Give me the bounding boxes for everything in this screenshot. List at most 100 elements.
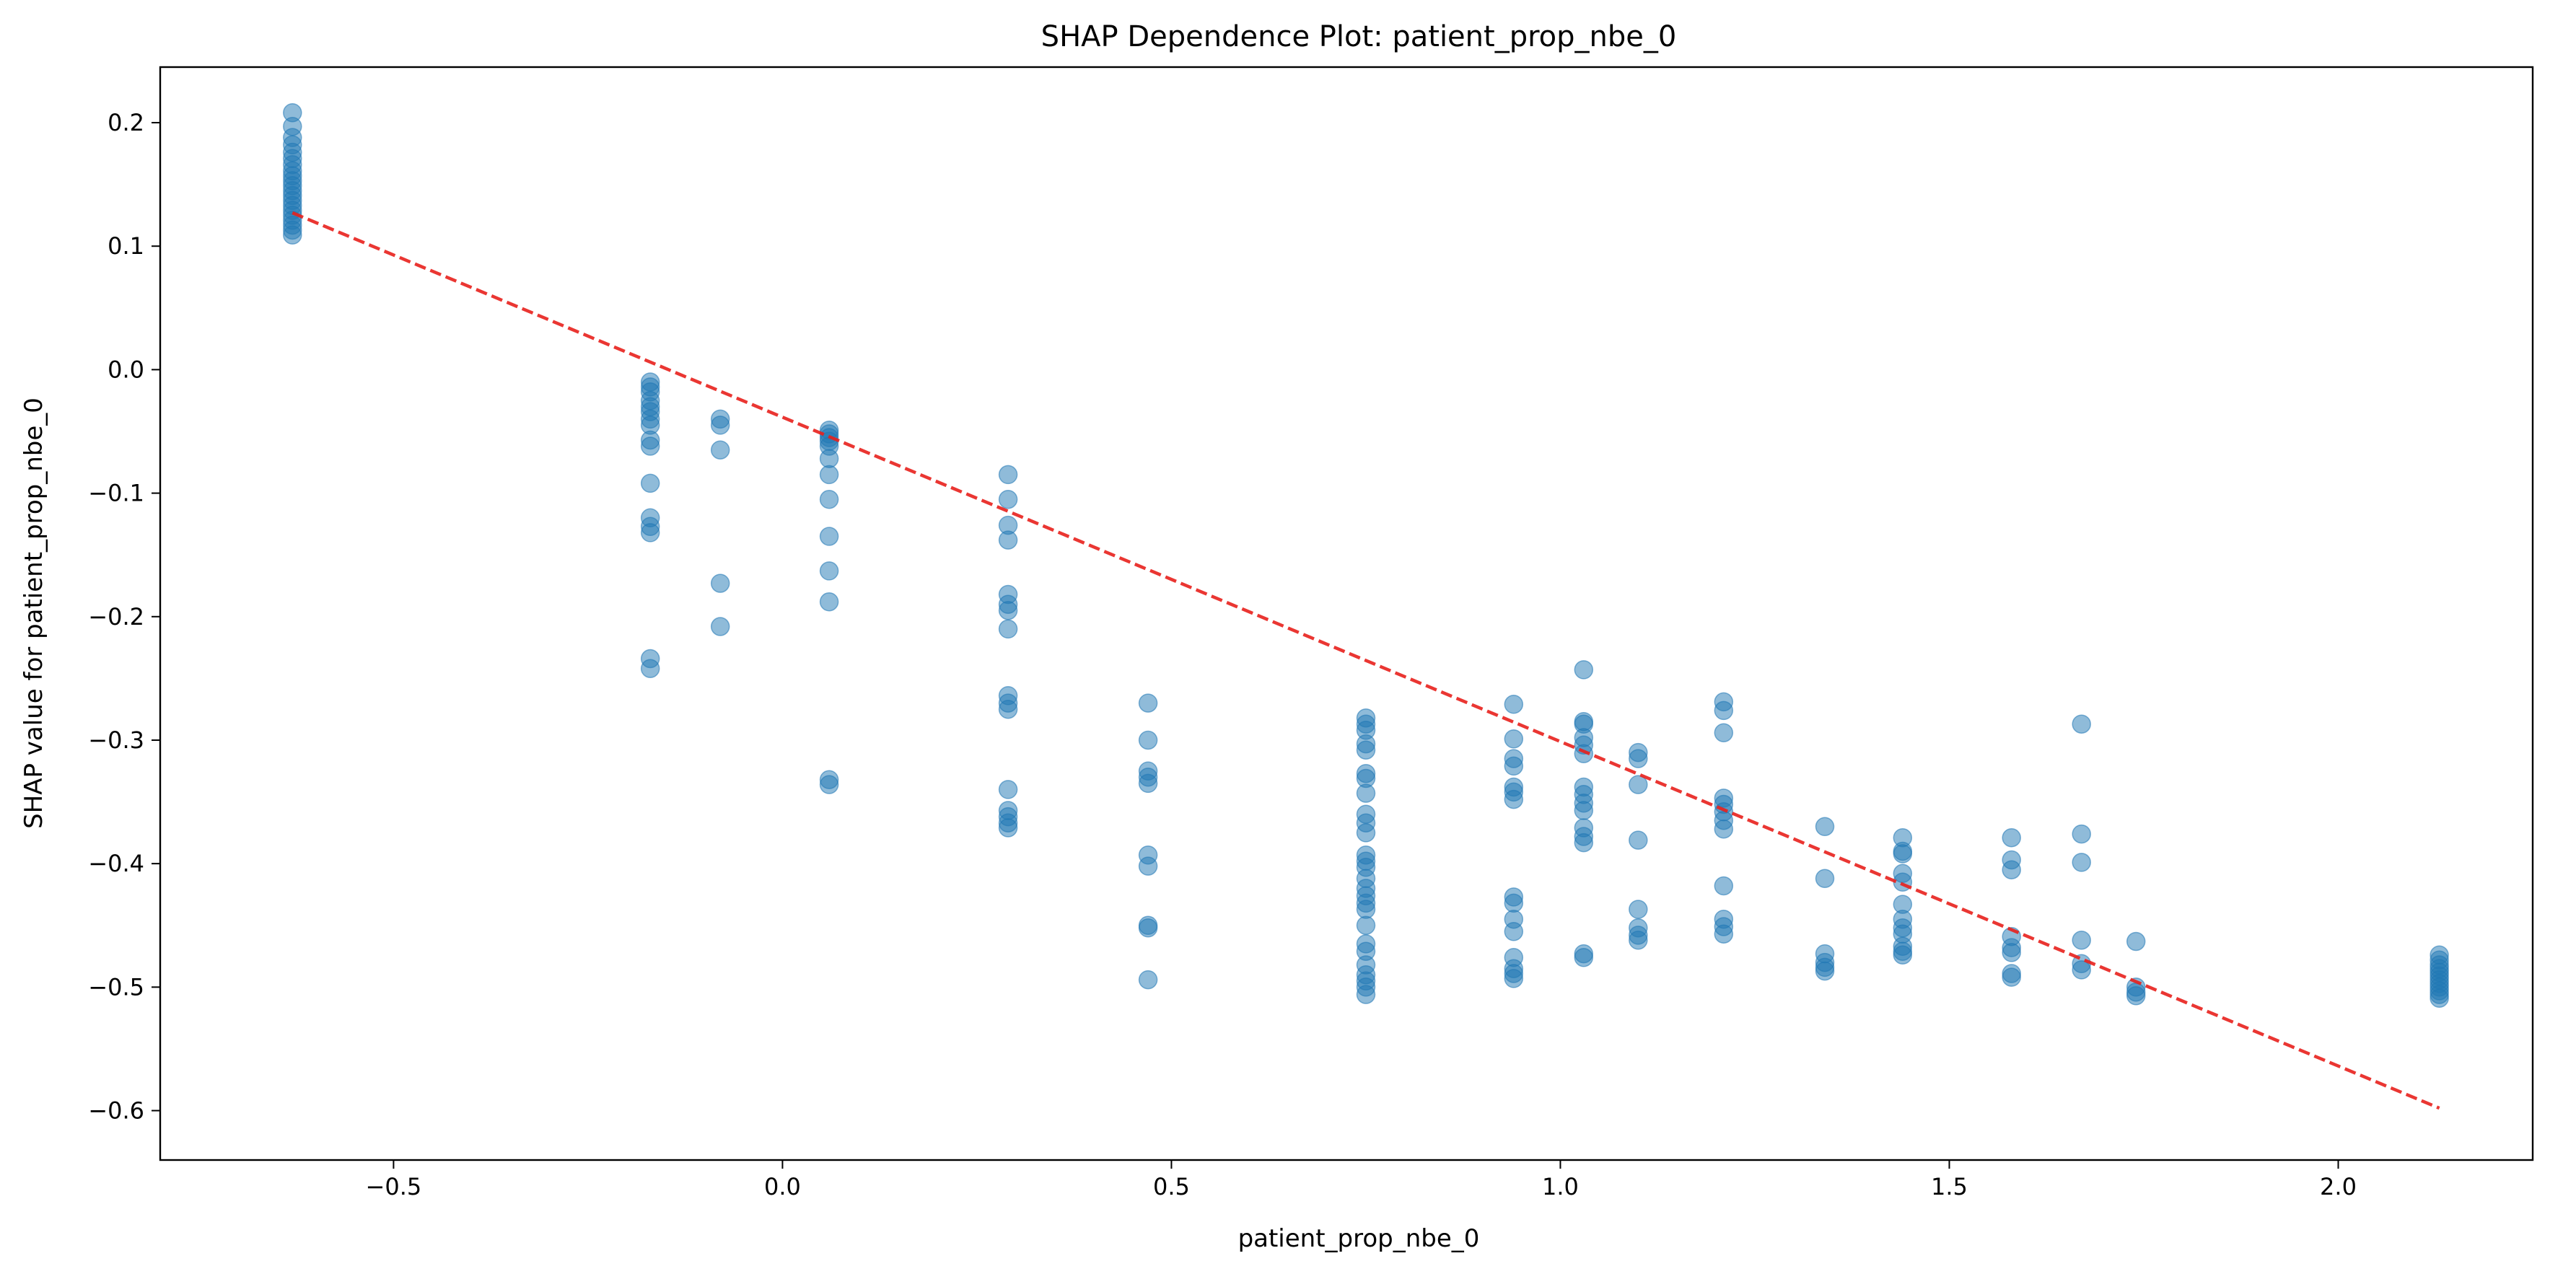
scatter-point bbox=[819, 527, 839, 546]
scatter-point bbox=[819, 561, 839, 581]
scatter-point bbox=[998, 600, 1018, 620]
scatter-point bbox=[998, 530, 1018, 550]
scatter-point bbox=[1815, 869, 1835, 888]
scatter-point bbox=[283, 225, 302, 245]
y-tick-label: −0.3 bbox=[88, 726, 144, 754]
scatter-point bbox=[1574, 744, 1594, 764]
scatter-point bbox=[2002, 967, 2021, 987]
scatter-point bbox=[2002, 943, 2021, 962]
x-tick-label: 0.0 bbox=[764, 1173, 801, 1200]
scatter-point bbox=[1629, 749, 1648, 768]
scatter-point bbox=[1629, 830, 1648, 850]
scatter-point bbox=[1138, 730, 1158, 750]
scatter-point bbox=[1714, 924, 1734, 944]
scatter-point bbox=[1815, 817, 1835, 837]
scatter-point bbox=[710, 574, 730, 593]
scatter-point bbox=[998, 699, 1018, 719]
x-axis-label: patient_prop_nbe_0 bbox=[1238, 1224, 1480, 1253]
scatter-point bbox=[2072, 853, 2091, 872]
scatter-point bbox=[998, 780, 1018, 799]
scatter-point bbox=[1138, 856, 1158, 876]
scatter-point bbox=[1893, 945, 1913, 965]
scatter-point bbox=[1504, 893, 1524, 913]
x-axis-ticks: −0.5 0.0 0.5 1.0 1.5 2.0 bbox=[366, 1160, 2357, 1200]
scatter-point bbox=[1356, 823, 1376, 843]
scatter-point bbox=[1504, 789, 1524, 809]
scatter-point bbox=[1138, 693, 1158, 713]
scatter-point bbox=[2072, 714, 2091, 734]
y-tick-label: −0.2 bbox=[88, 603, 144, 631]
scatter-point bbox=[819, 465, 839, 485]
scatter-point bbox=[640, 436, 660, 456]
plot-frame bbox=[159, 66, 2534, 1161]
scatter-point bbox=[998, 818, 1018, 838]
scatter-point bbox=[1504, 729, 1524, 749]
y-tick-label: 0.1 bbox=[108, 232, 144, 260]
scatter-point bbox=[1138, 773, 1158, 794]
scatter-point bbox=[1714, 819, 1734, 839]
scatter-points bbox=[283, 103, 2449, 1008]
scatter-point bbox=[2002, 827, 2021, 848]
scatter-point bbox=[710, 440, 730, 460]
scatter-point bbox=[1714, 876, 1734, 896]
y-tick-label: 0.2 bbox=[108, 109, 144, 136]
scatter-point bbox=[640, 659, 660, 678]
scatter-point bbox=[1356, 900, 1376, 919]
y-tick-label: −0.1 bbox=[88, 480, 144, 507]
scatter-point bbox=[1629, 900, 1648, 919]
x-tick-label: 1.5 bbox=[1931, 1173, 1968, 1200]
scatter-point bbox=[998, 465, 1018, 485]
scatter-point bbox=[1504, 922, 1524, 941]
scatter-point bbox=[1504, 969, 1524, 988]
scatter-point bbox=[1629, 931, 1648, 950]
scatter-point bbox=[2072, 960, 2091, 980]
scatter-point bbox=[710, 416, 730, 435]
scatter-point bbox=[1356, 740, 1376, 760]
scatter-point bbox=[819, 775, 839, 794]
y-tick-label: −0.4 bbox=[88, 850, 144, 877]
scatter-point bbox=[1574, 801, 1594, 820]
scatter-point bbox=[1138, 918, 1158, 938]
scatter-point bbox=[710, 617, 730, 636]
scatter-point bbox=[2072, 824, 2091, 844]
x-tick-label: −0.5 bbox=[366, 1173, 422, 1200]
scatter-point bbox=[2002, 860, 2021, 879]
scatter-point bbox=[1714, 723, 1734, 742]
scatter-point bbox=[1356, 915, 1376, 935]
scatter-point bbox=[1138, 970, 1158, 990]
scatter-point bbox=[1574, 948, 1594, 967]
scatter-point bbox=[819, 592, 839, 612]
scatter-point bbox=[640, 473, 660, 493]
scatter-point bbox=[1574, 833, 1594, 853]
scatter-point bbox=[1356, 985, 1376, 1004]
x-tick-label: 0.5 bbox=[1153, 1173, 1190, 1200]
scatter-point bbox=[2072, 931, 2091, 950]
scatter-point bbox=[1504, 695, 1524, 714]
scatter-point bbox=[1574, 660, 1594, 680]
scatter-point bbox=[819, 489, 839, 509]
y-axis-ticks: 0.2 0.1 0.0 −0.1 −0.2 −0.3 −0.4 −0.5 −0.6 bbox=[88, 109, 160, 1125]
scatter-point bbox=[998, 619, 1018, 639]
trend-line bbox=[292, 211, 2440, 1110]
scatter-point bbox=[1504, 756, 1524, 776]
scatter-point bbox=[819, 449, 839, 468]
scatter-point bbox=[1714, 700, 1734, 721]
chart-title: SHAP Dependence Plot: patient_prop_nbe_0 bbox=[1041, 20, 1677, 53]
trend-line-group bbox=[292, 211, 2440, 1110]
scatter-point bbox=[2126, 931, 2146, 952]
scatter-point bbox=[1815, 961, 1835, 981]
scatter-point bbox=[1629, 775, 1648, 794]
y-axis-label: SHAP value for patient_prop_nbe_0 bbox=[19, 397, 48, 829]
scatter-point bbox=[1356, 783, 1376, 803]
scatter-point bbox=[1893, 844, 1913, 864]
x-tick-label: 2.0 bbox=[2320, 1173, 2357, 1200]
scatter-point bbox=[2126, 986, 2146, 1006]
y-tick-label: 0.0 bbox=[108, 356, 144, 383]
scatter-point bbox=[998, 489, 1018, 509]
scatter-point bbox=[2430, 988, 2449, 1008]
x-tick-label: 1.0 bbox=[1542, 1173, 1579, 1200]
y-tick-label: −0.6 bbox=[88, 1097, 144, 1125]
y-tick-label: −0.5 bbox=[88, 973, 144, 1001]
scatter-point bbox=[640, 523, 660, 542]
